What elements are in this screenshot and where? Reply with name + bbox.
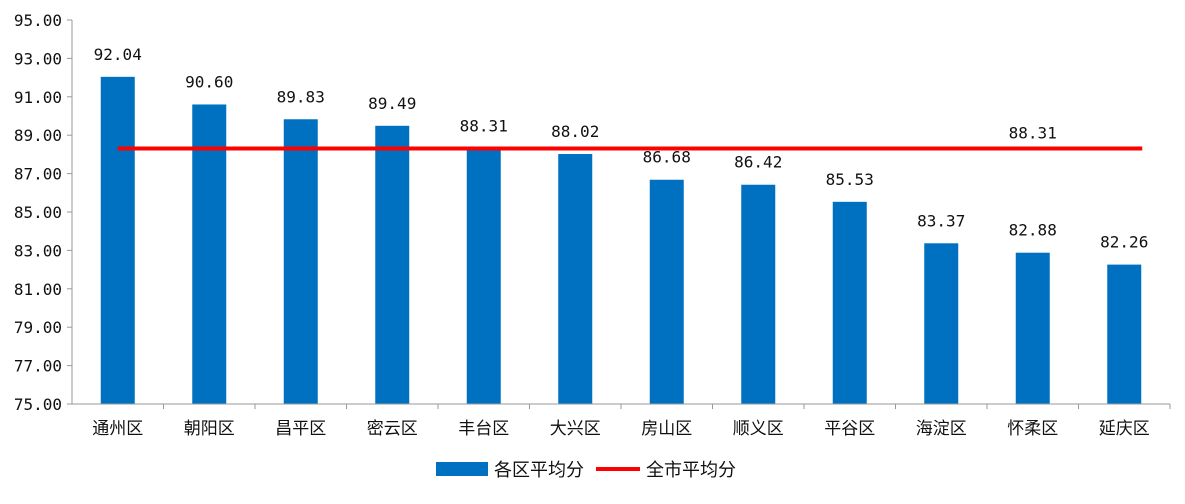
bar [100,76,135,404]
average-line-label: 88.31 [1009,123,1057,142]
x-tick-label: 昌平区 [275,419,326,439]
bar-value-label: 92.04 [94,45,142,64]
legend-label-line: 全市平均分 [646,460,736,481]
x-tick-label: 密云区 [367,419,418,439]
bar-value-label: 86.68 [643,148,691,167]
x-tick-label: 延庆区 [1099,419,1150,439]
x-tick-label: 房山区 [641,419,692,439]
y-tick-label: 91.00 [14,88,62,107]
y-tick-label: 81.00 [14,280,62,299]
bar-value-label: 85.53 [826,170,874,189]
x-axis: 通州区 朝阳区 昌平区 密云区 丰台区 大兴区 房山区 顺义区 平谷区 海淀区 怀柔区 延庆区 [72,403,1171,439]
legend: 各区平均分 全市平均分 [436,460,736,481]
y-tick-label: 93.00 [14,49,62,68]
y-tick-label: 79.00 [14,318,62,337]
bar [375,125,410,405]
bar [924,243,959,404]
y-tick-label: 75.00 [14,395,62,414]
bar-value-label: 90.60 [185,72,233,91]
x-tick-label: 海淀区 [916,419,967,439]
x-tick-label: 大兴区 [550,419,601,439]
bar [192,104,227,404]
y-tick-label: 89.00 [14,126,62,145]
bar-value-label: 82.26 [1100,233,1148,252]
bar [466,148,501,404]
bar-value-label: 88.02 [551,122,599,141]
legend-swatch-bar [436,462,488,476]
y-axis: 75.00 77.00 79.00 81.00 83.00 85.00 87.00 89.00… [14,11,73,414]
x-tick-label: 朝阳区 [184,419,235,439]
y-tick-label: 77.00 [14,357,62,376]
bar [741,184,776,404]
y-tick-label: 95.00 [14,11,62,30]
average-line: 88.31 [117,123,1143,151]
bar [1107,264,1142,404]
bar-value-label: 82.88 [1009,221,1057,240]
bar-value-label: 86.42 [734,153,782,172]
bar [1015,252,1050,404]
bar-value-label: 83.37 [917,211,965,230]
x-tick-label: 通州区 [92,419,143,439]
bar-value-label: 88.31 [460,116,508,135]
x-tick-label: 丰台区 [458,419,509,439]
bar [649,179,684,404]
bar [832,201,867,404]
legend-label-bar: 各区平均分 [494,460,584,481]
y-tick-label: 85.00 [14,203,62,222]
bar [558,154,593,404]
y-tick-label: 83.00 [14,241,62,260]
bar-value-label: 89.83 [277,87,325,106]
x-tick-label: 怀柔区 [1007,419,1058,439]
y-tick-label: 87.00 [14,165,62,184]
bars: 92.04 90.60 89.83 89.49 88.31 88.02 86.68 86.42… [94,45,1148,405]
bar [283,119,318,404]
x-tick-label: 平谷区 [824,419,875,439]
bar-value-label: 89.49 [368,94,416,113]
x-tick-label: 顺义区 [733,419,784,439]
